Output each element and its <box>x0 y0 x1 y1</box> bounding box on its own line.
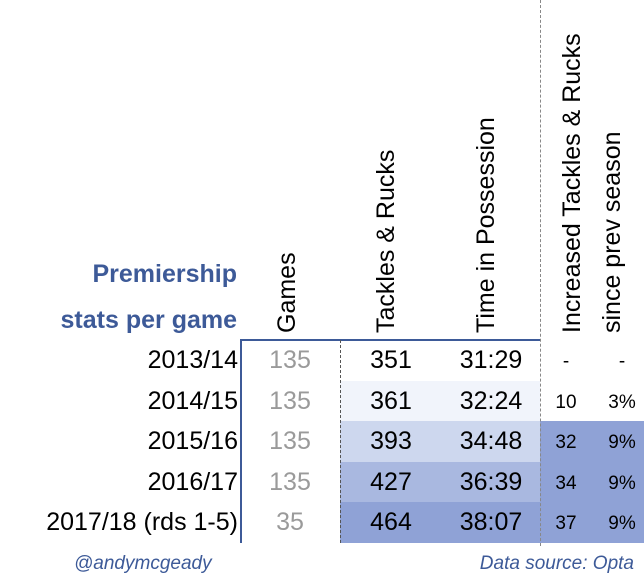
cell-increase-pct: 9% <box>608 432 636 453</box>
increase-shade <box>540 461 644 502</box>
cell-possession: 32:24 <box>459 386 523 415</box>
cell-games: 35 <box>276 508 304 536</box>
table-title-line2: stats per game <box>60 306 237 334</box>
header-time-in-possession: Time in Possession <box>472 117 500 333</box>
tackles-shade <box>340 502 540 543</box>
cell-games: 135 <box>269 346 311 374</box>
cell-possession: 38:07 <box>459 508 523 536</box>
cell-increase-abs: - <box>562 351 570 372</box>
tackles-shade <box>340 421 540 462</box>
table-title-line1: Premiership <box>92 260 237 288</box>
increase-shade <box>540 421 644 462</box>
cell-possession: 34:48 <box>459 427 523 455</box>
cell-possession: 36:39 <box>459 467 523 496</box>
cell-tackles: 427 <box>370 467 412 496</box>
footer-author: @andymcgeady <box>74 553 212 574</box>
cell-increase-pct: 9% <box>608 472 636 494</box>
cell-tackles: 464 <box>370 508 412 536</box>
header-games: Games <box>273 252 301 333</box>
row-season-label: 2013/14 <box>147 346 238 374</box>
rule-dashed-increase <box>540 0 541 546</box>
row-season-label: 2015/16 <box>147 427 238 455</box>
header-increase-line2: since prev season <box>598 131 626 333</box>
header-increase-line1: Increased Tackles & Rucks <box>558 33 586 333</box>
cell-increase-pct: 9% <box>608 513 636 534</box>
cell-tackles: 393 <box>370 427 412 455</box>
tackles-shade <box>340 461 540 502</box>
row-season-label: 2014/15 <box>147 386 238 415</box>
cell-increase-abs: 37 <box>555 513 577 534</box>
cell-tackles: 361 <box>370 386 412 415</box>
footer-source: Data source: Opta <box>479 553 634 574</box>
rule-left <box>240 340 242 543</box>
cell-games: 135 <box>269 427 311 455</box>
row-season-label: 2017/18 (rds 1-5) <box>46 508 238 536</box>
cell-games: 135 <box>269 386 311 415</box>
rule-dashed-games <box>340 340 341 543</box>
increase-shade <box>540 502 644 543</box>
cell-tackles: 351 <box>370 346 412 374</box>
cell-possession: 31:29 <box>459 346 523 374</box>
tackles-shade <box>340 340 540 381</box>
row-season-label: 2016/17 <box>147 467 238 496</box>
cell-increase-abs: 34 <box>555 472 577 494</box>
cell-increase-pct: 3% <box>608 391 636 413</box>
tackles-shade <box>340 380 540 421</box>
rule-header <box>240 339 540 341</box>
cell-games: 135 <box>269 467 311 496</box>
cell-increase-pct: - <box>618 351 626 372</box>
cell-increase-abs: 32 <box>555 432 577 453</box>
header-tackles-rucks: Tackles & Rucks <box>372 149 400 333</box>
cell-increase-abs: 10 <box>555 391 577 413</box>
